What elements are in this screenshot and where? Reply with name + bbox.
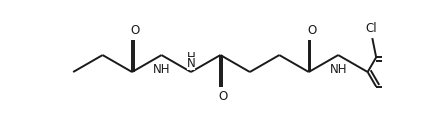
Text: O: O (307, 24, 316, 37)
Text: N: N (187, 57, 195, 70)
Text: H: H (187, 51, 195, 64)
Text: NH: NH (153, 63, 170, 76)
Text: O: O (131, 24, 140, 37)
Text: Cl: Cl (366, 22, 377, 35)
Text: NH: NH (329, 63, 347, 76)
Text: O: O (219, 91, 228, 104)
